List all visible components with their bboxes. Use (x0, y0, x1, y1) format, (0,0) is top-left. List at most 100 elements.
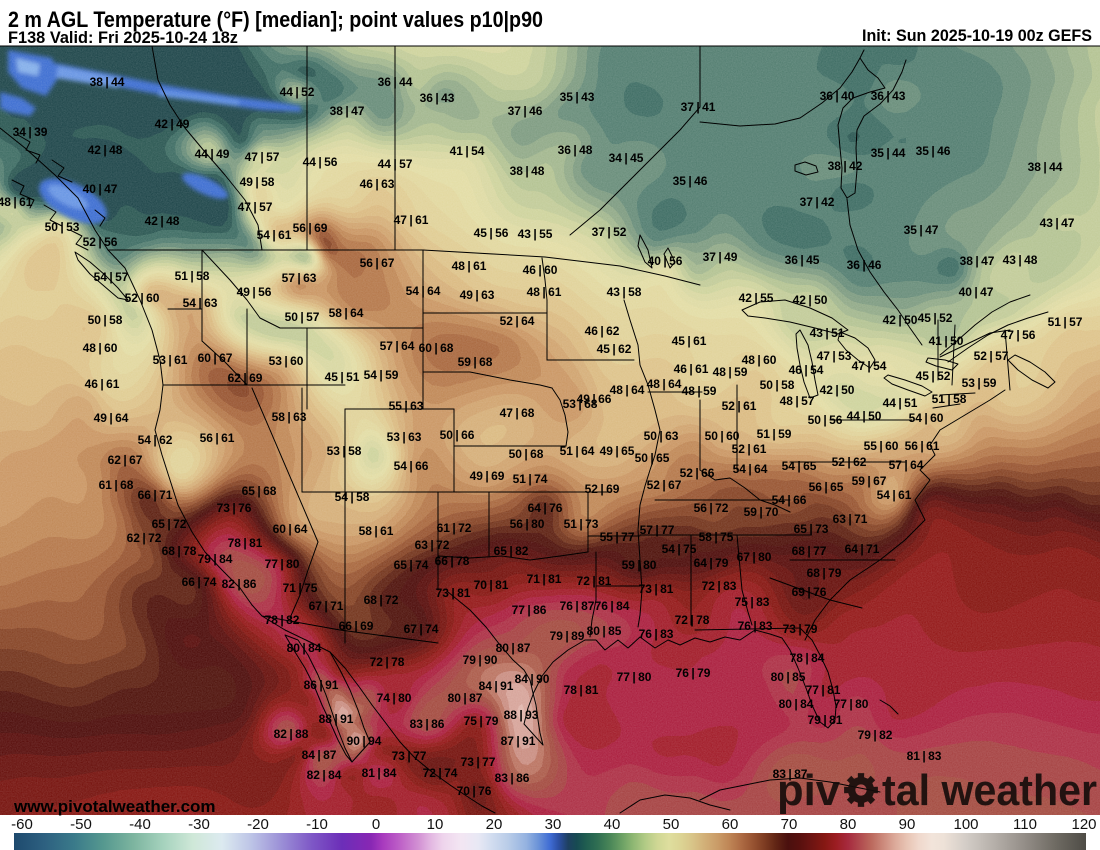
svg-text:50: 50 (663, 816, 680, 833)
svg-text:65 | 73: 65 | 73 (794, 522, 829, 536)
svg-text:80 | 84: 80 | 84 (779, 697, 814, 711)
svg-text:54 | 64: 54 | 64 (733, 462, 768, 476)
svg-text:86 | 91: 86 | 91 (304, 678, 339, 692)
svg-text:54 | 66: 54 | 66 (394, 459, 429, 473)
svg-text:35 | 46: 35 | 46 (673, 174, 708, 188)
svg-text:40 | 56: 40 | 56 (648, 254, 683, 268)
svg-text:50 | 57: 50 | 57 (285, 310, 320, 324)
svg-text:-50: -50 (70, 816, 92, 833)
svg-text:46 | 54: 46 | 54 (789, 363, 824, 377)
svg-text:42 | 48: 42 | 48 (145, 214, 180, 228)
svg-text:41 | 50: 41 | 50 (929, 334, 964, 348)
svg-text:83 | 86: 83 | 86 (495, 771, 530, 785)
svg-text:46 | 60: 46 | 60 (523, 263, 558, 277)
svg-text:77 | 80: 77 | 80 (617, 670, 652, 684)
svg-text:34 | 39: 34 | 39 (13, 125, 48, 139)
svg-text:43 | 51: 43 | 51 (810, 326, 845, 340)
svg-text:50 | 53: 50 | 53 (45, 220, 80, 234)
svg-text:52 | 57: 52 | 57 (974, 349, 1009, 363)
svg-text:49 | 58: 49 | 58 (240, 175, 275, 189)
svg-text:54 | 57: 54 | 57 (94, 270, 129, 284)
svg-text:35 | 43: 35 | 43 (560, 90, 595, 104)
svg-text:20: 20 (486, 816, 503, 833)
svg-text:49 | 63: 49 | 63 (460, 288, 495, 302)
svg-text:56 | 69: 56 | 69 (293, 221, 328, 235)
svg-text:50 | 66: 50 | 66 (440, 428, 475, 442)
svg-text:100: 100 (953, 816, 978, 833)
svg-text:53 | 63: 53 | 63 (387, 430, 422, 444)
svg-text:50 | 60: 50 | 60 (705, 429, 740, 443)
svg-text:35 | 44: 35 | 44 (871, 146, 906, 160)
svg-text:38 | 47: 38 | 47 (330, 104, 365, 118)
svg-text:55 | 63: 55 | 63 (389, 399, 424, 413)
svg-text:38 | 47: 38 | 47 (960, 254, 995, 268)
svg-text:37 | 46: 37 | 46 (508, 104, 543, 118)
svg-text:77 | 80: 77 | 80 (265, 557, 300, 571)
svg-text:-40: -40 (129, 816, 151, 833)
svg-text:tal weather: tal weather (882, 766, 1097, 815)
svg-text:72 | 78: 72 | 78 (675, 613, 710, 627)
svg-text:46 | 61: 46 | 61 (85, 377, 120, 391)
svg-text:44 | 56: 44 | 56 (303, 155, 338, 169)
svg-text:79 | 81: 79 | 81 (808, 713, 843, 727)
svg-text:42 | 50: 42 | 50 (883, 313, 918, 327)
svg-text:72 | 81: 72 | 81 (577, 574, 612, 588)
svg-text:44 | 52: 44 | 52 (280, 85, 315, 99)
svg-text:76 | 79: 76 | 79 (676, 666, 711, 680)
svg-text:73 | 77: 73 | 77 (461, 755, 496, 769)
svg-text:59 | 67: 59 | 67 (852, 474, 887, 488)
svg-text:58 | 61: 58 | 61 (359, 524, 394, 538)
svg-text:40: 40 (604, 816, 621, 833)
svg-text:56 | 61: 56 | 61 (905, 439, 940, 453)
svg-text:81 | 83: 81 | 83 (907, 749, 942, 763)
svg-text:49 | 56: 49 | 56 (237, 285, 272, 299)
svg-text:45 | 52: 45 | 52 (916, 369, 951, 383)
svg-text:48 | 59: 48 | 59 (713, 365, 748, 379)
svg-text:54 | 64: 54 | 64 (406, 284, 441, 298)
svg-text:51 | 64: 51 | 64 (560, 444, 595, 458)
svg-text:52 | 62: 52 | 62 (832, 455, 867, 469)
svg-text:54 | 75: 54 | 75 (662, 542, 697, 556)
svg-text:www.pivotalweather.com: www.pivotalweather.com (13, 797, 216, 816)
svg-text:61 | 72: 61 | 72 (437, 521, 472, 535)
svg-text:68 | 72: 68 | 72 (364, 593, 399, 607)
svg-text:47 | 56: 47 | 56 (1001, 328, 1036, 342)
svg-text:78 | 82: 78 | 82 (265, 613, 300, 627)
svg-text:43 | 55: 43 | 55 (518, 227, 553, 241)
svg-text:41 | 54: 41 | 54 (450, 144, 485, 158)
svg-text:50 | 65: 50 | 65 (635, 451, 670, 465)
svg-text:60 | 67: 60 | 67 (198, 351, 233, 365)
svg-text:80 | 87: 80 | 87 (448, 691, 483, 705)
svg-text:54 | 58: 54 | 58 (335, 490, 370, 504)
svg-text:82 | 86: 82 | 86 (222, 577, 257, 591)
svg-text:80 | 84: 80 | 84 (287, 641, 322, 655)
svg-text:56 | 65: 56 | 65 (809, 480, 844, 494)
svg-text:77 | 80: 77 | 80 (834, 697, 869, 711)
svg-text:48 | 64: 48 | 64 (610, 383, 645, 397)
svg-text:60 | 68: 60 | 68 (419, 341, 454, 355)
svg-text:54 | 65: 54 | 65 (782, 459, 817, 473)
svg-text:56 | 61: 56 | 61 (200, 431, 235, 445)
svg-text:45 | 56: 45 | 56 (474, 226, 509, 240)
svg-text:37 | 41: 37 | 41 (681, 100, 716, 114)
svg-text:0: 0 (372, 816, 380, 833)
svg-text:38 | 48: 38 | 48 (510, 164, 545, 178)
svg-text:75 | 83: 75 | 83 (735, 595, 770, 609)
svg-text:50 | 63: 50 | 63 (644, 429, 679, 443)
svg-text:38 | 44: 38 | 44 (1028, 160, 1063, 174)
svg-text:34 | 45: 34 | 45 (609, 151, 644, 165)
svg-text:30: 30 (545, 816, 562, 833)
svg-text:65 | 82: 65 | 82 (494, 544, 529, 558)
svg-text:52 | 67: 52 | 67 (647, 478, 682, 492)
svg-text:42 | 48: 42 | 48 (88, 143, 123, 157)
svg-text:37 | 52: 37 | 52 (592, 225, 627, 239)
svg-text:49 | 69: 49 | 69 (470, 469, 505, 483)
svg-text:83 | 87: 83 | 87 (773, 767, 808, 781)
svg-text:84 | 91: 84 | 91 (479, 679, 514, 693)
svg-text:56 | 67: 56 | 67 (360, 256, 395, 270)
svg-text:-10: -10 (306, 816, 328, 833)
svg-text:53 | 60: 53 | 60 (269, 354, 304, 368)
svg-text:87 | 91: 87 | 91 (501, 734, 536, 748)
svg-text:63 | 71: 63 | 71 (833, 512, 868, 526)
svg-text:54 | 60: 54 | 60 (909, 411, 944, 425)
